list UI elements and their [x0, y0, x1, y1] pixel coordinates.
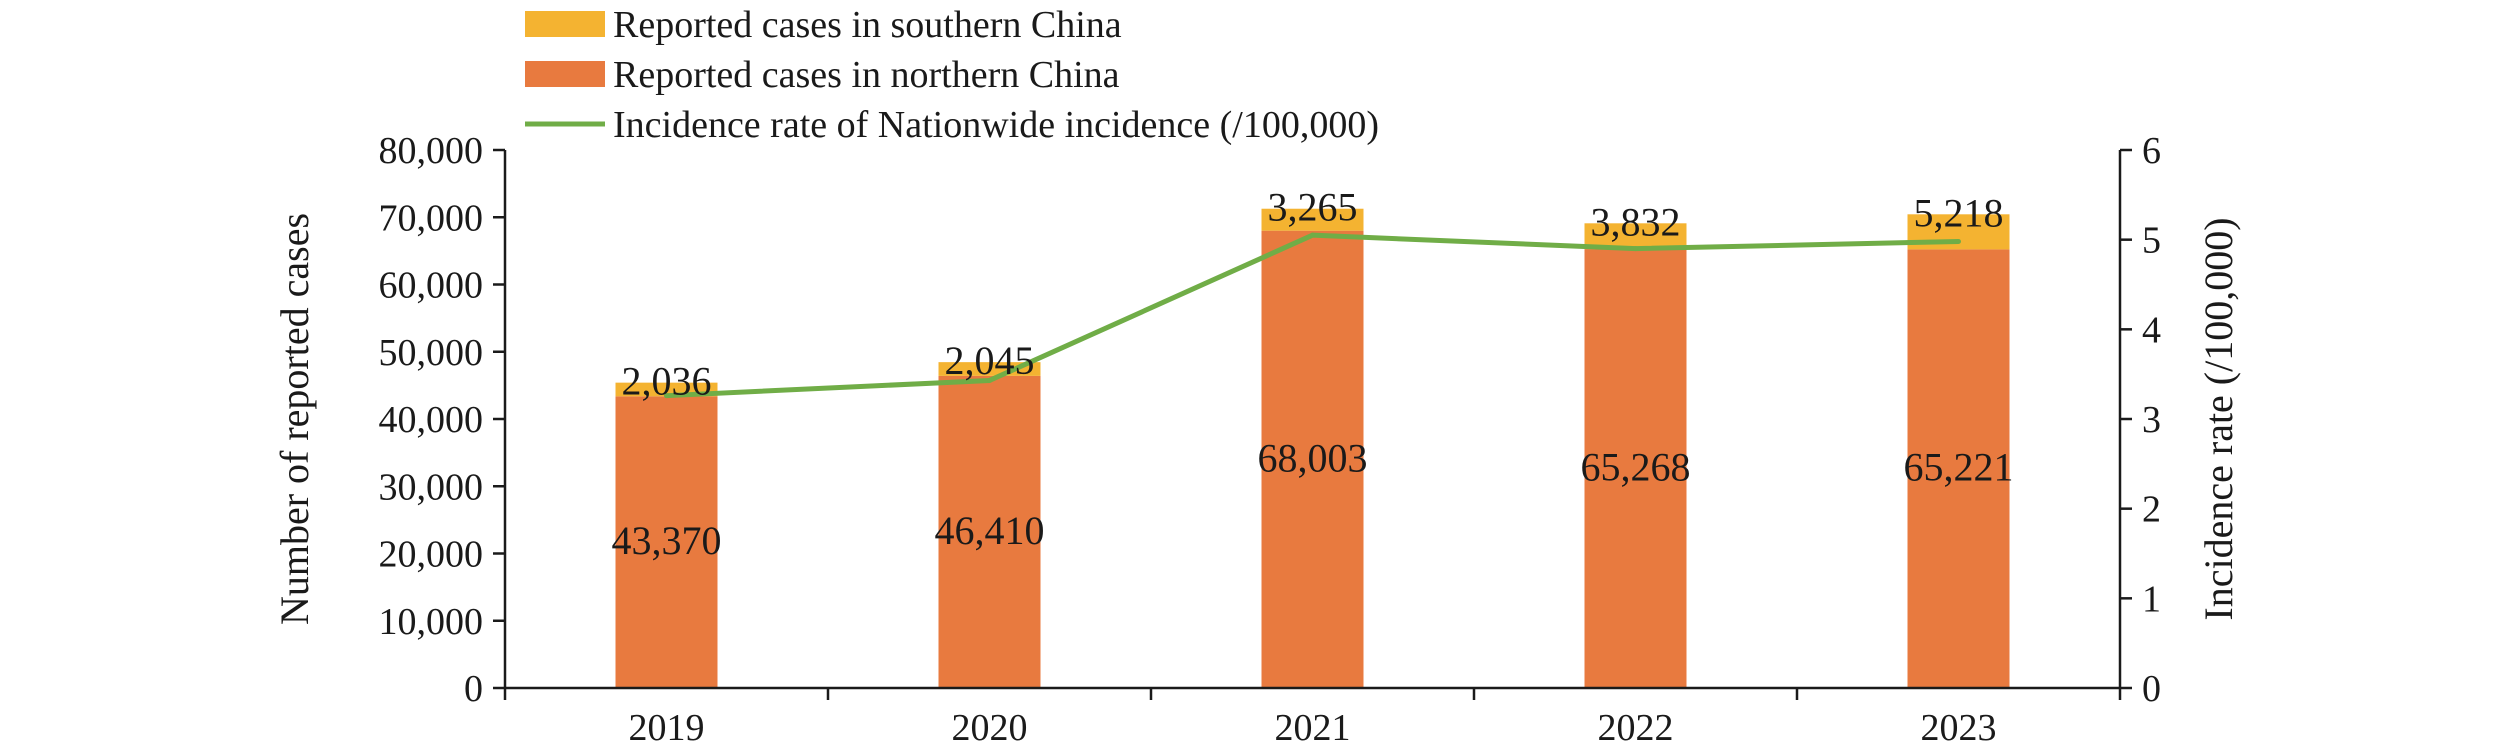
- y-tick-label: 20,000: [379, 534, 484, 576]
- y-axis-title: Number of reported cases: [272, 213, 317, 625]
- legend-swatch-0: [525, 61, 605, 87]
- incidence-line: [664, 232, 1961, 399]
- legend-swatch-1: [525, 11, 605, 37]
- label-south-2019: 2,036: [622, 359, 712, 404]
- label-south-2023: 5,218: [1914, 190, 2004, 235]
- y-tick-label: 70,000: [379, 197, 484, 239]
- label-south-2022: 3,832: [1591, 199, 1681, 244]
- legend-label-1: Reported cases in southern China: [613, 4, 1122, 46]
- label-south-2020: 2,045: [945, 338, 1035, 383]
- y-tick-label: 40,000: [379, 399, 484, 441]
- bar-north-2021: [1261, 230, 1364, 689]
- axes: 0 10,000 20,000 30,000 40,000 50,000 60,000 70,…: [272, 130, 2241, 749]
- y-tick-label: 60,000: [379, 265, 484, 307]
- incidence-point-2023: [1956, 238, 1961, 244]
- label-south-2021: 3,265: [1268, 185, 1358, 230]
- y2-tick-label: 0: [2142, 668, 2161, 710]
- legend-label-2: Incidence rate of Nationwide incidence (…: [613, 104, 1379, 146]
- label-north-2020: 46,410: [935, 508, 1045, 553]
- y-tick-label: 80,000: [379, 130, 484, 172]
- legend: Reported cases in southern China Reported…: [525, 4, 1379, 146]
- y2-tick-label: 6: [2142, 130, 2161, 172]
- y2-axis-title: Incidence rate (/100,000): [2196, 217, 2241, 620]
- y2-tick-label: 5: [2142, 220, 2161, 262]
- bar-north-2022: [1584, 249, 1687, 688]
- label-north-2021: 68,003: [1258, 435, 1368, 480]
- y-tick-label: 0: [464, 668, 483, 710]
- y2-tick-label: 3: [2142, 399, 2161, 441]
- x-tick-label: 2019: [629, 707, 705, 749]
- bar-south-2021: [1261, 208, 1364, 231]
- x-tick-label: 2022: [1598, 707, 1674, 749]
- incidence-point-2021: [1310, 232, 1315, 238]
- legend-label-0: Reported cases in northern China: [613, 54, 1120, 96]
- incidence-point-2020: [987, 377, 992, 383]
- incidence-point-2019: [664, 393, 669, 399]
- incidence-point-2022: [1633, 246, 1638, 252]
- data-labels: 2,036 43,370 2,045 46,410 3,265 68,003 3,832 65…: [612, 185, 2014, 563]
- bars: [615, 208, 2010, 689]
- bar-north-2023: [1907, 249, 2010, 688]
- bar-south-2020: [938, 362, 1041, 376]
- y2-tick-label: 4: [2142, 309, 2161, 351]
- y2-tick-label: 1: [2142, 578, 2161, 620]
- label-north-2023: 65,221: [1904, 445, 2014, 490]
- y2-tick-label: 2: [2142, 489, 2161, 531]
- bar-north-2019: [615, 396, 718, 688]
- y-tick-label: 30,000: [379, 466, 484, 508]
- y-tick-label: 50,000: [379, 332, 484, 374]
- bar-north-2020: [938, 375, 1041, 688]
- x-tick-label: 2023: [1921, 707, 1997, 749]
- y-tick-label: 10,000: [379, 601, 484, 643]
- label-north-2022: 65,268: [1581, 445, 1691, 490]
- label-north-2019: 43,370: [612, 518, 722, 563]
- x-tick-label: 2020: [952, 707, 1028, 749]
- x-tick-label: 2021: [1275, 707, 1351, 749]
